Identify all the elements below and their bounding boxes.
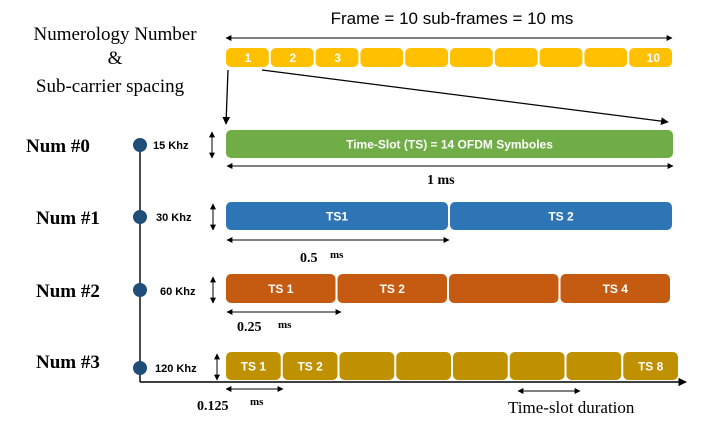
num-2-duration: 0.25 xyxy=(237,320,262,335)
left-title-line1: Numerology Number xyxy=(33,24,197,45)
subframe-label: 1 xyxy=(245,51,252,65)
num-2-dot xyxy=(133,283,147,297)
num-3-slot-label: TS 8 xyxy=(638,360,664,374)
subframe-segment xyxy=(494,48,538,67)
num-3-scs: 120 Khz xyxy=(155,363,197,375)
row-num-2: Num #2 60 Khz TS 1 TS 2 TS 4 0.25 ms xyxy=(36,274,670,335)
num-2-slot-segment xyxy=(560,274,670,303)
num-2-slot-segment xyxy=(449,274,559,303)
subframe-segment xyxy=(405,48,448,67)
subframe-segment xyxy=(270,48,314,67)
num-1-slot-segment xyxy=(226,202,448,230)
num-0-duration: 1 ms xyxy=(427,173,455,188)
num-3-slot-segment xyxy=(226,352,281,380)
num-2-slot-label: TS 4 xyxy=(603,282,629,296)
subframe-segment xyxy=(539,48,583,67)
num-3-slot-segment xyxy=(453,352,508,380)
subframe-label: 2 xyxy=(289,51,296,65)
frame-label: Frame = 10 sub-frames = 10 ms xyxy=(331,9,574,28)
subframe-segment xyxy=(584,48,628,67)
subframe-segment xyxy=(629,48,672,67)
num-2-slot-segment xyxy=(337,274,447,303)
num-1-duration-unit: ms xyxy=(330,249,344,261)
num-2-label: Num #2 xyxy=(36,281,100,302)
num-0-slot-label: Time-Slot (TS) = 14 OFDM Symboles xyxy=(346,138,553,152)
num-0-slot-segment xyxy=(226,130,673,158)
num-2-slot-label: TS 2 xyxy=(380,282,406,296)
num-3-slot-segment xyxy=(623,352,678,380)
row-num-3: Num #3 120 Khz TS 1 TS 2 TS 8 0.125 ms xyxy=(36,352,678,414)
num-3-slot-segment xyxy=(339,352,395,380)
num-3-duration-unit: ms xyxy=(250,396,264,408)
subframe-segment xyxy=(315,48,359,67)
num-0-dot xyxy=(133,138,147,152)
num-3-slot-label: TS 1 xyxy=(241,360,267,374)
row-num-1: Num #1 30 Khz TS1 TS 2 0.5 ms xyxy=(36,202,672,266)
subframe-label: 3 xyxy=(334,51,341,65)
zoom-line-left xyxy=(222,69,231,125)
num-0-scs: 15 Khz xyxy=(153,140,189,152)
num-3-slots: TS 1 TS 2 TS 8 xyxy=(226,352,678,380)
num-1-label: Num #1 xyxy=(36,208,100,229)
num-0-label: Num #0 xyxy=(26,136,90,157)
frame-bar: 1 2 3 10 xyxy=(226,48,672,67)
subframe-segment xyxy=(360,48,404,67)
num-0-slots: Time-Slot (TS) = 14 OFDM Symboles xyxy=(226,130,673,158)
num-1-slot-label: TS 2 xyxy=(548,210,574,224)
left-title-line2: & xyxy=(108,48,123,69)
num-3-slot-segment xyxy=(396,352,451,380)
num-3-label: Num #3 xyxy=(36,352,100,373)
num-2-slot-label: TS 1 xyxy=(268,282,294,296)
num-3-duration: 0.125 xyxy=(197,399,229,414)
num-2-slots: TS 1 TS 2 TS 4 xyxy=(226,274,670,303)
num-3-slot-segment xyxy=(566,352,622,380)
num-1-slot-label: TS1 xyxy=(326,210,348,224)
slot-duration-label: Time-slot duration xyxy=(508,398,635,417)
num-3-dot xyxy=(133,361,147,375)
num-1-dot xyxy=(133,210,147,224)
subframe-segment xyxy=(226,48,269,67)
num-1-scs: 30 Khz xyxy=(156,212,192,224)
zoom-line-right xyxy=(261,69,669,125)
subframe-segment xyxy=(450,48,493,67)
subframe-label: 10 xyxy=(647,51,661,65)
num-2-duration-unit: ms xyxy=(278,319,292,331)
left-title-line3: Sub-carrier spacing xyxy=(36,76,185,97)
num-3-slot-segment xyxy=(509,352,565,380)
row-num-0: Num #0 15 Khz Time-Slot (TS) = 14 OFDM S… xyxy=(26,130,674,188)
num-1-duration: 0.5 xyxy=(300,251,318,266)
num-3-slot-segment xyxy=(282,352,338,380)
num-1-slot-segment xyxy=(450,202,672,230)
num-2-scs: 60 Khz xyxy=(160,286,196,298)
num-3-slot-label: TS 2 xyxy=(297,360,323,374)
num-1-slots: TS1 TS 2 xyxy=(226,202,672,230)
num-2-slot-segment xyxy=(226,274,336,303)
